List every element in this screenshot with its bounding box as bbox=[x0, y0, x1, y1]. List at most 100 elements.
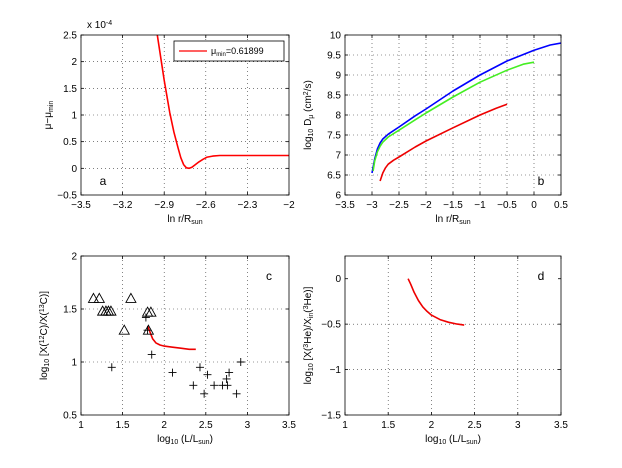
legend-label-sub: min bbox=[216, 52, 226, 58]
y-axis-label-d-ylabel-b: He)/X bbox=[303, 318, 314, 344]
series-line-b-blue bbox=[371, 42, 561, 174]
x-tick-label-b: −1.5 bbox=[443, 200, 463, 211]
x-axis-label-d-xlabel-main: (L/L bbox=[446, 434, 466, 445]
x-tick-label-d: 2 bbox=[429, 420, 435, 431]
y-tick-label-b: 7 bbox=[335, 151, 341, 162]
y-axis-label-c-ylabel-c: C)] bbox=[39, 291, 50, 305]
x-tick-label-a: −2 bbox=[283, 200, 295, 211]
x-tick-label-b: −2.5 bbox=[389, 200, 409, 211]
x-tick-label-a: −3.5 bbox=[71, 200, 91, 211]
triangle-point-c bbox=[93, 292, 106, 303]
x-tick-label-d: 3 bbox=[515, 420, 521, 431]
x-tick-label-c: 1.5 bbox=[116, 420, 130, 431]
cross-point-c bbox=[236, 358, 245, 366]
panel-letter-b: b bbox=[538, 174, 545, 188]
legend-label-main: μ bbox=[211, 46, 216, 56]
cross-point-c bbox=[203, 370, 212, 379]
y-scale-note: x 10-4 bbox=[87, 20, 112, 31]
x-tick-label-b: 0 bbox=[531, 200, 537, 211]
x-tick-label-a: −2.6 bbox=[196, 200, 216, 211]
y-tick-label-b: 9 bbox=[335, 71, 341, 82]
y-axis-label-d-ylabel-pre: log bbox=[303, 371, 314, 384]
cross-point-c bbox=[195, 363, 204, 372]
y-axis-label-c-ylabel-a-sup: 12 bbox=[39, 335, 46, 343]
y-tick-label-c: 2 bbox=[71, 252, 77, 263]
x-axis-label-c-xlabel-main: (L/L bbox=[178, 434, 198, 445]
series-line-b-red bbox=[379, 103, 508, 182]
y-tick-label-a: 0.5 bbox=[63, 137, 77, 148]
series-line-a-μ−μmin bbox=[156, 35, 289, 170]
axes-box-c bbox=[80, 255, 290, 416]
x-axis-label-c-xlabel-pre: log bbox=[157, 434, 170, 445]
y-axis-label-d-ylabel-pre-sub: 10 bbox=[308, 363, 315, 371]
x-axis-label-a-xlabel-sub: sun bbox=[191, 219, 202, 226]
x-tick-label-b: −0.5 bbox=[497, 200, 517, 211]
panel-a-data bbox=[156, 35, 289, 170]
y-axis-label-a-ylabel-sub: min bbox=[48, 101, 55, 112]
cross-point-c bbox=[222, 374, 231, 383]
triangle-point-c bbox=[118, 324, 131, 335]
x-axis-label-b-xlabel-sub: sun bbox=[459, 219, 470, 226]
y-tick-label-b: 8 bbox=[335, 111, 341, 122]
cross-point-c bbox=[141, 313, 150, 322]
x-axis-label-c: log10 (L/Lsun) bbox=[157, 434, 213, 446]
y-axis-label-b-ylabel-unit-pre: (cm bbox=[303, 95, 314, 114]
x-axis-label-a-xlabel-main: ln r/R bbox=[167, 214, 191, 225]
axes-box-d bbox=[344, 255, 562, 416]
y-tick-label-b: 7.5 bbox=[327, 131, 341, 142]
y-axis-label-a-ylabel-main: μ−μ bbox=[43, 112, 54, 130]
x-tick-label-c: 1 bbox=[78, 420, 84, 431]
legend-label-value: =0.61899 bbox=[226, 46, 264, 56]
y-tick-label-d: −1.5 bbox=[321, 411, 341, 422]
panel-d-data bbox=[407, 278, 465, 326]
y-tick-label-a: 0 bbox=[71, 164, 77, 175]
triangle-point-c bbox=[87, 292, 100, 303]
y-axis-label-d-ylabel-a-sup: 3 bbox=[303, 344, 310, 348]
triangle-point-c bbox=[141, 306, 154, 317]
y-tick-label-c: 0.5 bbox=[63, 411, 77, 422]
y-tick-label-b: 8.5 bbox=[327, 91, 341, 102]
triangle-point-c bbox=[145, 306, 157, 317]
axes-box-b bbox=[344, 34, 562, 196]
y-axis-label-d-ylabel-d: He)] bbox=[303, 286, 314, 305]
x-tick-label-c: 3.5 bbox=[282, 420, 296, 431]
x-tick-label-b: −3.5 bbox=[335, 200, 355, 211]
y-axis-label-c: log10 [X(12C)/X(13C)] bbox=[39, 291, 51, 380]
x-tick-label-b: 0.5 bbox=[554, 200, 568, 211]
y-tick-label-d: −0.5 bbox=[321, 320, 341, 331]
y-axis-label-b-ylabel-pre-sub: 10 bbox=[308, 129, 315, 137]
panel-b: −3.5 −3 −2.5 −2 −1.5 −1 −0.5 0 0.5 6 6.5 7 7.5 8 8.5 9 9… bbox=[303, 31, 568, 227]
y-tick-label-a: 1.5 bbox=[63, 84, 77, 95]
x-tick-label-c: 2 bbox=[161, 420, 167, 431]
y-tick-label-a: −0.5 bbox=[57, 191, 77, 202]
x-tick-label-d: 2.5 bbox=[468, 420, 482, 431]
x-axis-label-b-xlabel-main: ln r/R bbox=[435, 214, 459, 225]
series-line-b-green bbox=[372, 61, 535, 172]
x-axis-label-d: log10 (L/Lsun) bbox=[425, 434, 481, 446]
x-axis-label-d-xlabel-main-sub: sun bbox=[466, 439, 477, 446]
x-tick-label-a: −2.9 bbox=[154, 200, 174, 211]
legend-label: μmin=0.61899 bbox=[211, 46, 264, 58]
y-tick-label-b: 9.5 bbox=[327, 51, 341, 62]
panel-letter-c: c bbox=[266, 269, 272, 283]
cross-point-c bbox=[223, 381, 232, 390]
y-tick-label-d: −1 bbox=[330, 365, 342, 376]
y-scale-note-base: x 10 bbox=[87, 20, 106, 31]
cross-point-c bbox=[200, 389, 209, 398]
y-axis-label-c-ylabel-b-sup: 13 bbox=[39, 304, 46, 312]
panel-a: −3.5 −3.2 −2.9 −2.6 −2.3 −2 −0.5 0 0.5 1 1.5 2 2.5 a l… bbox=[43, 20, 295, 226]
y-axis-label-c-ylabel-b: C)/X( bbox=[39, 311, 50, 335]
x-tick-label-a: −3.2 bbox=[113, 200, 133, 211]
y-axis-label-b-ylabel-unit-sup: 2 bbox=[303, 91, 310, 95]
y-tick-label-b: 6.5 bbox=[327, 171, 341, 182]
y-axis-label-d: log10 [X(3He)/Xin(3He)] bbox=[303, 286, 315, 384]
cross-point-c bbox=[168, 368, 177, 377]
series-line-c-model bbox=[146, 325, 196, 351]
cross-point-c bbox=[225, 368, 234, 377]
x-tick-label-b: −3 bbox=[366, 200, 378, 211]
cross-point-c bbox=[143, 326, 152, 335]
y-axis-label-b-ylabel-main-sub: μ bbox=[308, 115, 315, 119]
y-axis-label-c-ylabel-pre-sub: 10 bbox=[44, 359, 51, 367]
